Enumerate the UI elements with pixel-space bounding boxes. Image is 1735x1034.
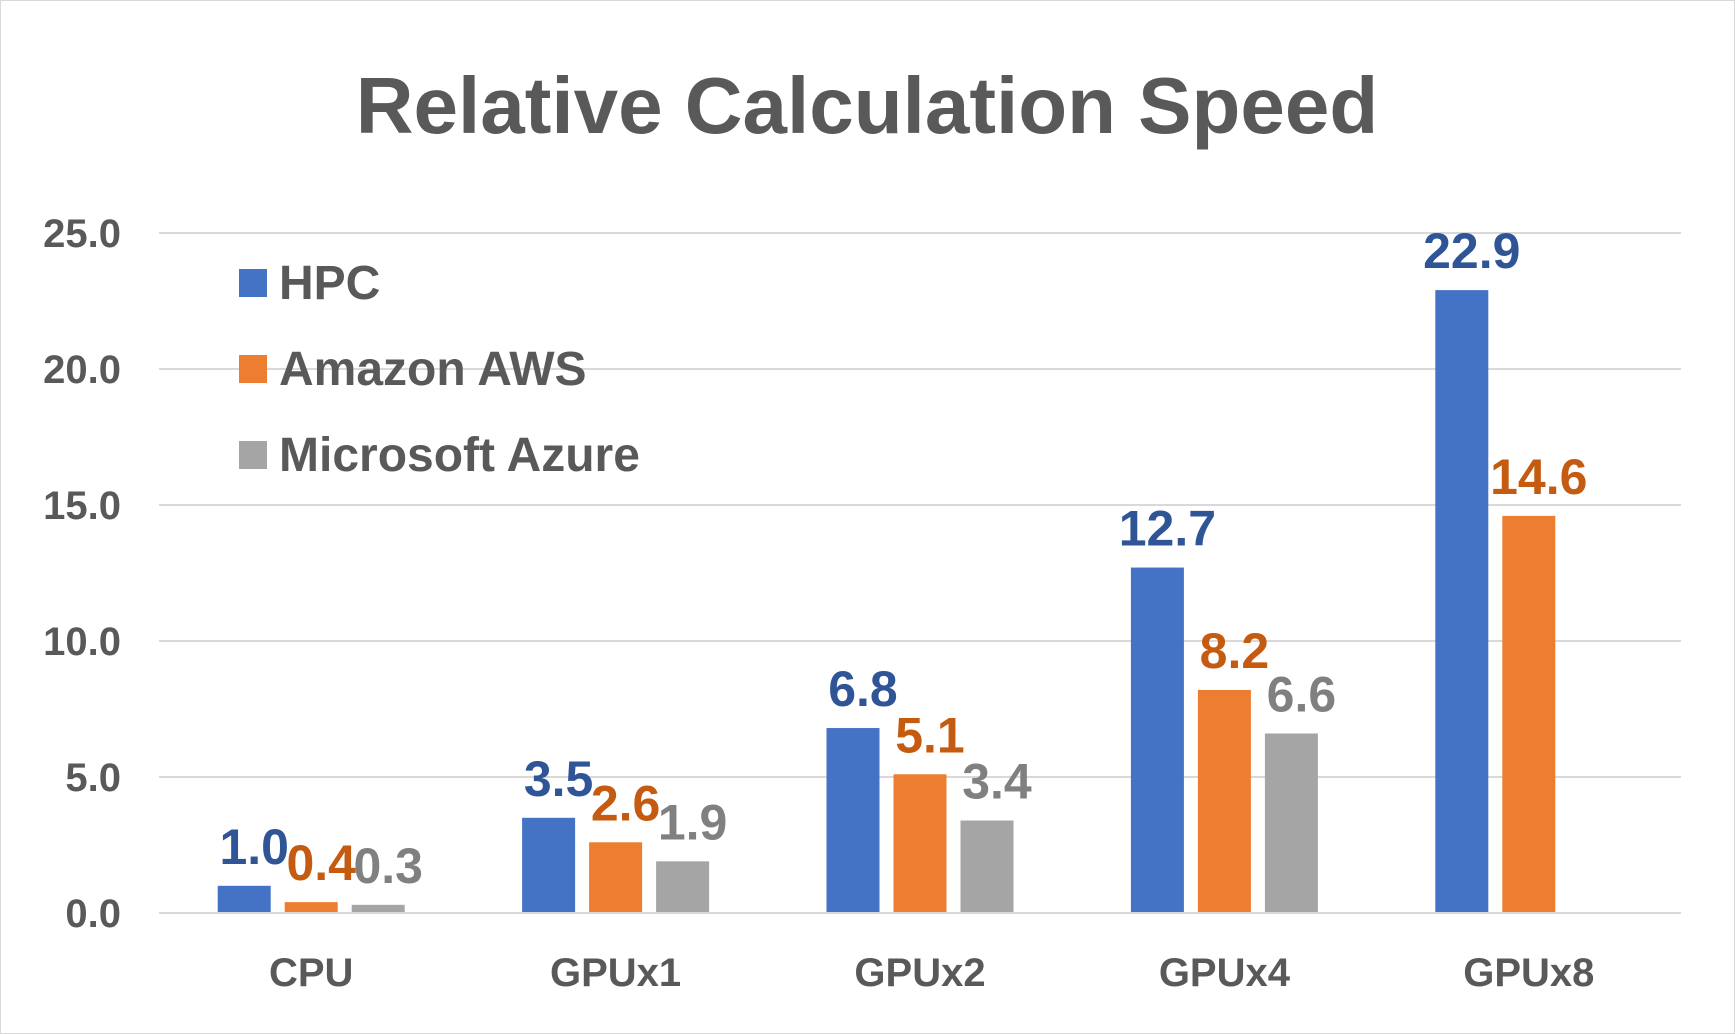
bar-microsoft-azure-cpu — [351, 904, 405, 913]
y-tick-label: 5.0 — [65, 756, 121, 800]
legend-label: Microsoft Azure — [279, 429, 640, 482]
x-tick-label: GPUx1 — [550, 951, 681, 995]
data-label: 5.1 — [895, 707, 965, 763]
data-label: 6.6 — [1267, 666, 1337, 722]
chart-title: Relative Calculation Speed — [356, 61, 1379, 150]
data-label: 1.0 — [219, 819, 289, 875]
data-label: 12.7 — [1119, 501, 1216, 557]
legend-swatch — [239, 355, 267, 383]
legend: HPC Amazon AWS Microsoft Azure — [239, 257, 640, 482]
bar-microsoft-azure-gpux4 — [1264, 733, 1318, 913]
data-label: 1.9 — [658, 794, 728, 850]
legend-label: Amazon AWS — [279, 343, 587, 396]
y-tick-label: 15.0 — [43, 484, 121, 528]
bar-hpc-gpux4 — [1130, 567, 1184, 913]
data-label: 0.3 — [353, 838, 423, 894]
bar-amazon-aws-cpu — [284, 902, 338, 913]
bar-amazon-aws-gpux2 — [893, 774, 947, 913]
x-tick-label: GPUx2 — [854, 951, 985, 995]
data-label: 8.2 — [1200, 623, 1270, 679]
bar-hpc-gpux1 — [522, 817, 576, 913]
bar-hpc-cpu — [217, 885, 271, 913]
legend-swatch — [239, 269, 267, 297]
bar-amazon-aws-gpux4 — [1197, 689, 1251, 913]
y-tick-label: 25.0 — [43, 212, 121, 256]
data-label: 6.8 — [828, 661, 898, 717]
y-tick-label: 0.0 — [65, 892, 121, 936]
data-label: 3.5 — [524, 751, 594, 807]
data-labels: 1.00.40.3 3.52.61.9 6.85.13.4 12.7 8.26.6 22.… — [219, 223, 1587, 894]
data-label: 0.4 — [286, 835, 356, 891]
bar-microsoft-azure-gpux1 — [656, 861, 710, 913]
bar-hpc-gpux8 — [1435, 290, 1489, 913]
bar-amazon-aws-gpux8 — [1502, 515, 1556, 913]
bar-amazon-aws-gpux1 — [589, 842, 643, 913]
legend-swatch — [239, 441, 267, 469]
x-axis: CPU GPUx1 GPUx2 GPUx4 GPUx8 — [159, 912, 1681, 995]
y-axis: 0.0 5.0 10.0 15.0 20.0 25.0 — [43, 212, 121, 936]
legend-label: HPC — [279, 257, 380, 310]
data-label: 14.6 — [1490, 449, 1587, 505]
y-tick-label: 10.0 — [43, 620, 121, 664]
bar-hpc-gpux2 — [826, 728, 880, 913]
bar-microsoft-azure-gpux2 — [960, 820, 1014, 913]
data-label: 2.6 — [591, 775, 661, 831]
bars — [217, 290, 1556, 913]
x-tick-label: GPUx4 — [1159, 951, 1291, 995]
data-label: 22.9 — [1423, 223, 1520, 279]
y-tick-label: 20.0 — [43, 348, 121, 392]
x-tick-label: GPUx8 — [1463, 951, 1594, 995]
x-tick-label: CPU — [269, 951, 353, 995]
data-label: 3.4 — [962, 754, 1032, 810]
